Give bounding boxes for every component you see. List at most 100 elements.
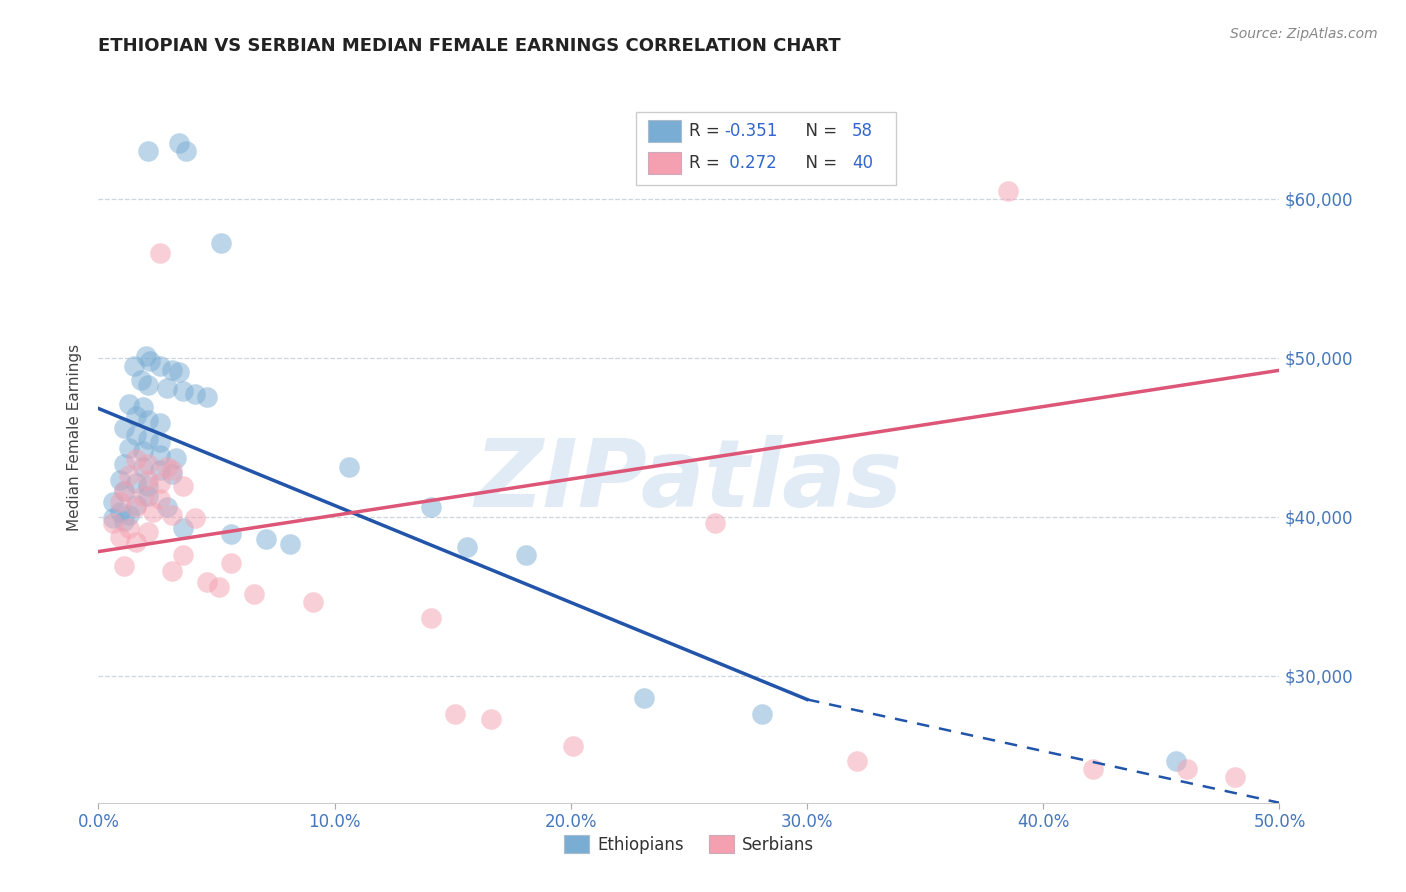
Point [101,495,124,509]
Text: 58: 58 [852,122,873,140]
Point [132,460,155,475]
Point [160,463,183,477]
Point [703,516,725,530]
Point [101,511,124,525]
Point [118,521,141,535]
Point [156,500,179,514]
Point [118,468,141,483]
Point [125,499,148,513]
Point [160,564,183,578]
Bar [648,120,681,143]
Point [172,521,194,535]
Point [142,505,165,519]
Point [135,349,157,363]
Point [633,690,655,705]
Point [136,525,159,540]
Point [160,467,183,481]
Point [1175,763,1198,777]
Point [172,479,194,493]
Point [136,489,159,503]
Point [136,412,159,426]
Point [160,363,183,377]
Point [136,144,159,158]
Point [132,489,155,503]
Point [195,574,218,589]
Point [112,558,135,573]
Point [751,706,773,721]
Point [136,377,159,392]
Point [118,397,141,411]
Point [219,556,242,570]
Point [108,505,131,519]
Point [149,359,172,373]
Point [149,416,172,430]
Point [122,359,145,373]
Point [195,390,218,404]
Text: ZIPatlas: ZIPatlas [475,435,903,527]
Point [149,448,172,462]
Point [149,245,172,260]
Point [278,536,301,550]
Point [160,508,183,522]
Point [167,136,190,150]
Text: R =: R = [689,122,725,140]
Point [184,511,207,525]
Point [997,184,1019,198]
Point [456,540,478,554]
Point [108,473,131,487]
Point [149,434,172,449]
Point [139,353,162,368]
Point [125,535,148,549]
Point [149,476,172,491]
Bar [648,152,681,174]
Point [112,514,135,528]
Text: -0.351: -0.351 [724,122,778,140]
Point [125,428,148,442]
Point [112,420,135,434]
Point [172,548,194,562]
Point [108,495,131,509]
Text: 40: 40 [852,153,873,172]
Point [132,444,155,458]
Bar [636,112,896,185]
Point [136,473,159,487]
Point [479,712,502,726]
Point [149,463,172,477]
Y-axis label: Median Female Earnings: Median Female Earnings [67,343,83,531]
Point [112,484,135,499]
Text: R =: R = [689,153,725,172]
Point [302,595,325,609]
Point [129,373,152,387]
Legend: Ethiopians, Serbians: Ethiopians, Serbians [557,829,821,860]
Point [172,384,194,398]
Text: N =: N = [796,122,842,140]
Point [219,527,242,541]
Point [184,387,207,401]
Point [118,508,141,522]
Text: N =: N = [796,153,842,172]
Point [132,400,155,414]
Point [125,452,148,467]
Point [149,492,172,507]
Point [136,432,159,446]
Point [165,450,187,465]
Point [1223,770,1246,784]
Point [156,460,179,475]
Point [208,580,231,594]
Point [254,532,277,546]
Point [125,476,148,491]
Point [108,530,131,544]
Point [101,516,124,530]
Point [515,548,537,562]
Point [136,479,159,493]
Text: Source: ZipAtlas.com: Source: ZipAtlas.com [1230,27,1378,41]
Point [243,587,266,601]
Text: 0.272: 0.272 [724,153,778,172]
Point [420,611,443,625]
Point [1081,763,1104,777]
Point [209,236,232,251]
Text: ETHIOPIAN VS SERBIAN MEDIAN FEMALE EARNINGS CORRELATION CHART: ETHIOPIAN VS SERBIAN MEDIAN FEMALE EARNI… [98,37,841,54]
Point [337,460,360,475]
Point [118,441,141,455]
Point [112,457,135,471]
